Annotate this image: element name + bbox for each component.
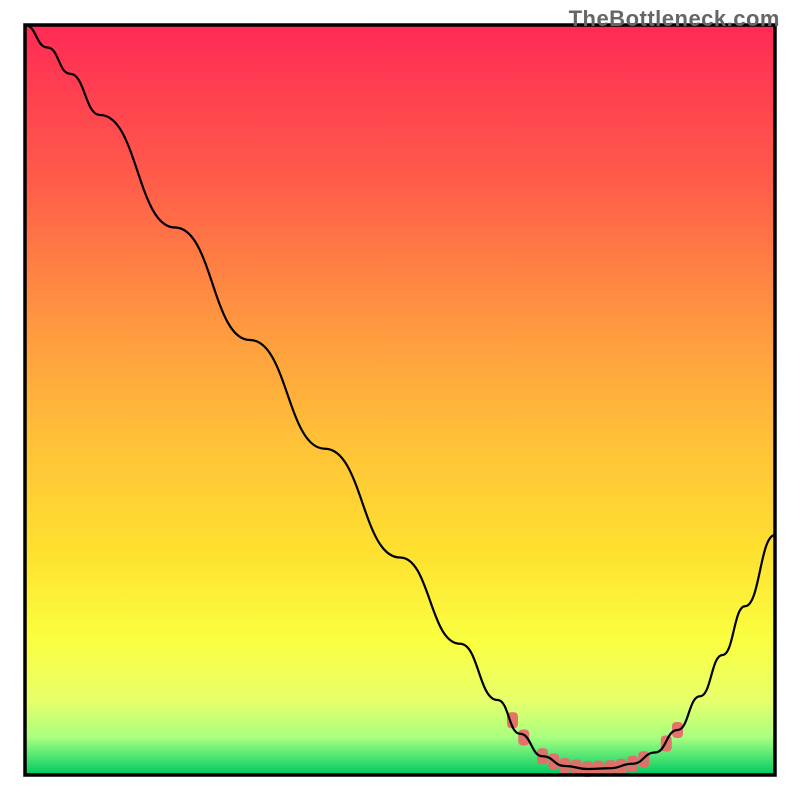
watermark-text: TheBottleneck.com — [569, 6, 780, 32]
bottleneck-curve-chart — [0, 0, 800, 800]
chart-background — [25, 25, 775, 775]
